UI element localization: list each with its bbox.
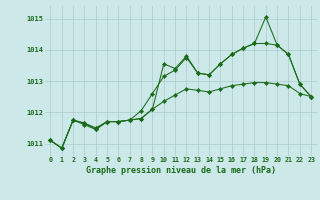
X-axis label: Graphe pression niveau de la mer (hPa): Graphe pression niveau de la mer (hPa) bbox=[86, 166, 276, 175]
